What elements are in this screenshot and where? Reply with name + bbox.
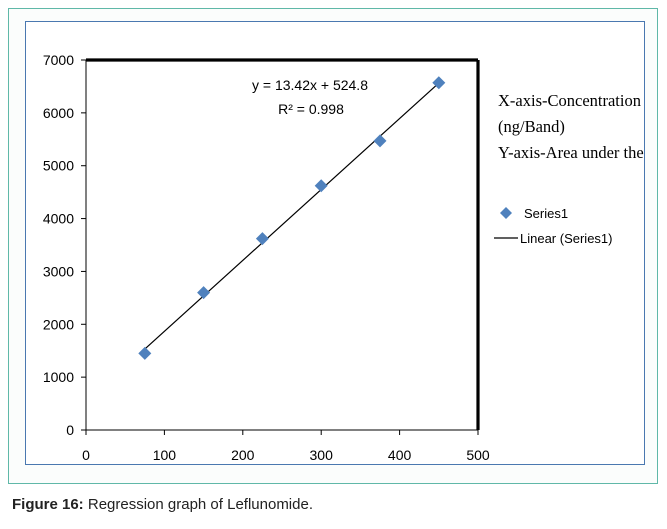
y-tick-label: 6000 bbox=[43, 105, 74, 121]
y-tick-label: 1000 bbox=[43, 369, 74, 385]
y-tick-label: 0 bbox=[66, 422, 74, 438]
y-tick-label: 4000 bbox=[43, 211, 74, 227]
data-point bbox=[197, 286, 211, 300]
x-tick-label: 0 bbox=[82, 447, 90, 463]
data-point bbox=[255, 232, 269, 246]
figure-caption: Figure 16: Regression graph of Leflunomi… bbox=[12, 496, 313, 513]
x-tick-label: 500 bbox=[466, 447, 490, 463]
legend: Series1 Linear (Series1) bbox=[494, 206, 613, 246]
plot-background bbox=[86, 60, 478, 430]
data-point bbox=[373, 134, 387, 148]
trendline bbox=[144, 82, 440, 350]
figure-frame: 0 1000 2000 3000 4000 5000 6000 7000 0 100 200 300 4… bbox=[8, 8, 658, 484]
caption-text: Regression graph of Leflunomide. bbox=[83, 496, 313, 513]
x-tick-label: 200 bbox=[231, 447, 255, 463]
y-tick-label: 7000 bbox=[43, 52, 74, 68]
x-tick-label: 400 bbox=[388, 447, 412, 463]
x-tick-label: 100 bbox=[153, 447, 177, 463]
plot-layer: 0 1000 2000 3000 4000 5000 6000 7000 0 100 200 300 4… bbox=[43, 52, 490, 463]
data-point bbox=[314, 179, 328, 193]
legend-marker-series1-icon bbox=[500, 207, 512, 219]
annotation-line-2: (ng/Band) bbox=[498, 117, 565, 136]
r-squared-label: R² = 0.998 bbox=[278, 101, 344, 117]
y-tick-label: 5000 bbox=[43, 158, 74, 174]
data-point bbox=[432, 76, 446, 90]
caption-label: Figure 16: bbox=[12, 496, 84, 513]
data-point bbox=[138, 346, 152, 360]
legend-series1-label: Series1 bbox=[524, 206, 568, 221]
annotation-line-1: X-axis-Concentration bbox=[498, 91, 641, 110]
y-tick-label: 3000 bbox=[43, 263, 74, 279]
scatter-chart: 0 1000 2000 3000 4000 5000 6000 7000 0 100 200 300 4… bbox=[43, 52, 644, 463]
y-tick-label: 2000 bbox=[43, 316, 74, 332]
annotation-line-3: Y-axis-Area under the bbox=[498, 143, 644, 162]
legend-linear-label: Linear (Series1) bbox=[520, 231, 613, 246]
trendline-equation: y = 13.42x + 524.8 bbox=[252, 77, 368, 93]
x-tick-label: 300 bbox=[310, 447, 334, 463]
chart-area: 0 1000 2000 3000 4000 5000 6000 7000 0 100 200 300 4… bbox=[25, 21, 645, 465]
